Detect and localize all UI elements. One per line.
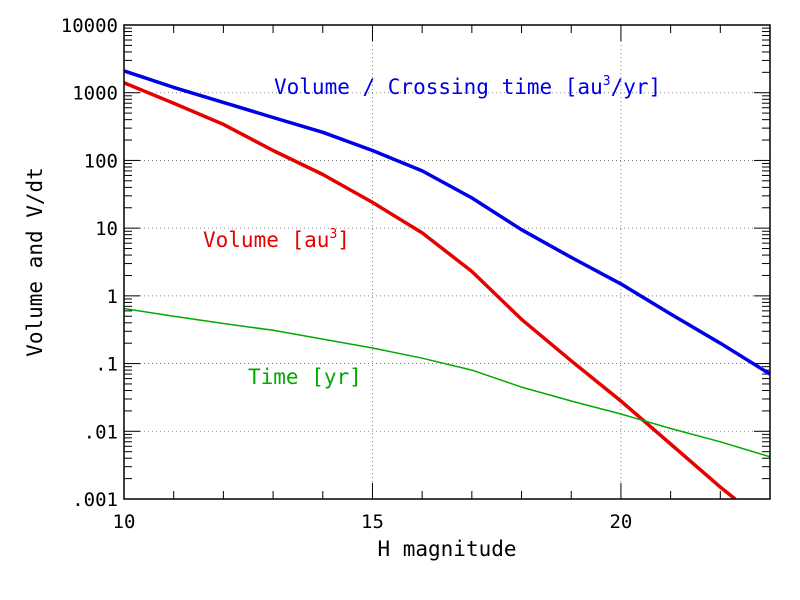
series-label-text-end: /yr] (611, 75, 662, 99)
y-axis-ticks: .001 .01 .1 1 10 100 1000 10000 (61, 15, 118, 511)
y-tick-label: .01 (84, 421, 118, 443)
series-line-2 (124, 81, 737, 499)
x-axis-title: H magnitude (377, 537, 516, 561)
x-axis-ticks: 10 15 20 (113, 511, 633, 533)
grid-lines (124, 25, 770, 499)
plot-frame (123, 24, 771, 500)
series-label-1: Volume / Crossing time [au3/yr] (274, 74, 661, 99)
series-label-text: Time [yr] (248, 365, 362, 389)
series-label-3: Time [yr] (248, 365, 362, 389)
series-label-superscript: 3 (329, 227, 337, 242)
series-label-text-end: ] (337, 228, 350, 252)
series-annotations: Volume / Crossing time [au3/yr]Volume [a… (203, 74, 661, 389)
series-label-superscript: 3 (603, 74, 611, 89)
y-tick-label: 10000 (61, 15, 118, 37)
x-tick-label: 10 (113, 511, 136, 533)
series-lines (124, 69, 770, 499)
series-line-1 (124, 69, 770, 376)
series-line-3 (124, 307, 770, 458)
y-tick-label: .001 (72, 489, 118, 511)
y-tick-label: .1 (95, 354, 118, 376)
y-axis-title: Volume and V/dt (23, 167, 47, 357)
y-tick-label: 10 (95, 218, 118, 240)
y-tick-label: 100 (84, 150, 118, 172)
series-label-text: Volume / Crossing time [au (274, 75, 603, 99)
axis-minor-ticks (123, 24, 771, 500)
x-tick-label: 20 (609, 511, 632, 533)
series-label-2: Volume [au3] (203, 227, 350, 252)
series-label-text: Volume [au (203, 228, 329, 252)
y-tick-label: 1000 (72, 83, 118, 105)
y-tick-label: 1 (107, 286, 118, 308)
x-tick-label: 15 (361, 511, 384, 533)
